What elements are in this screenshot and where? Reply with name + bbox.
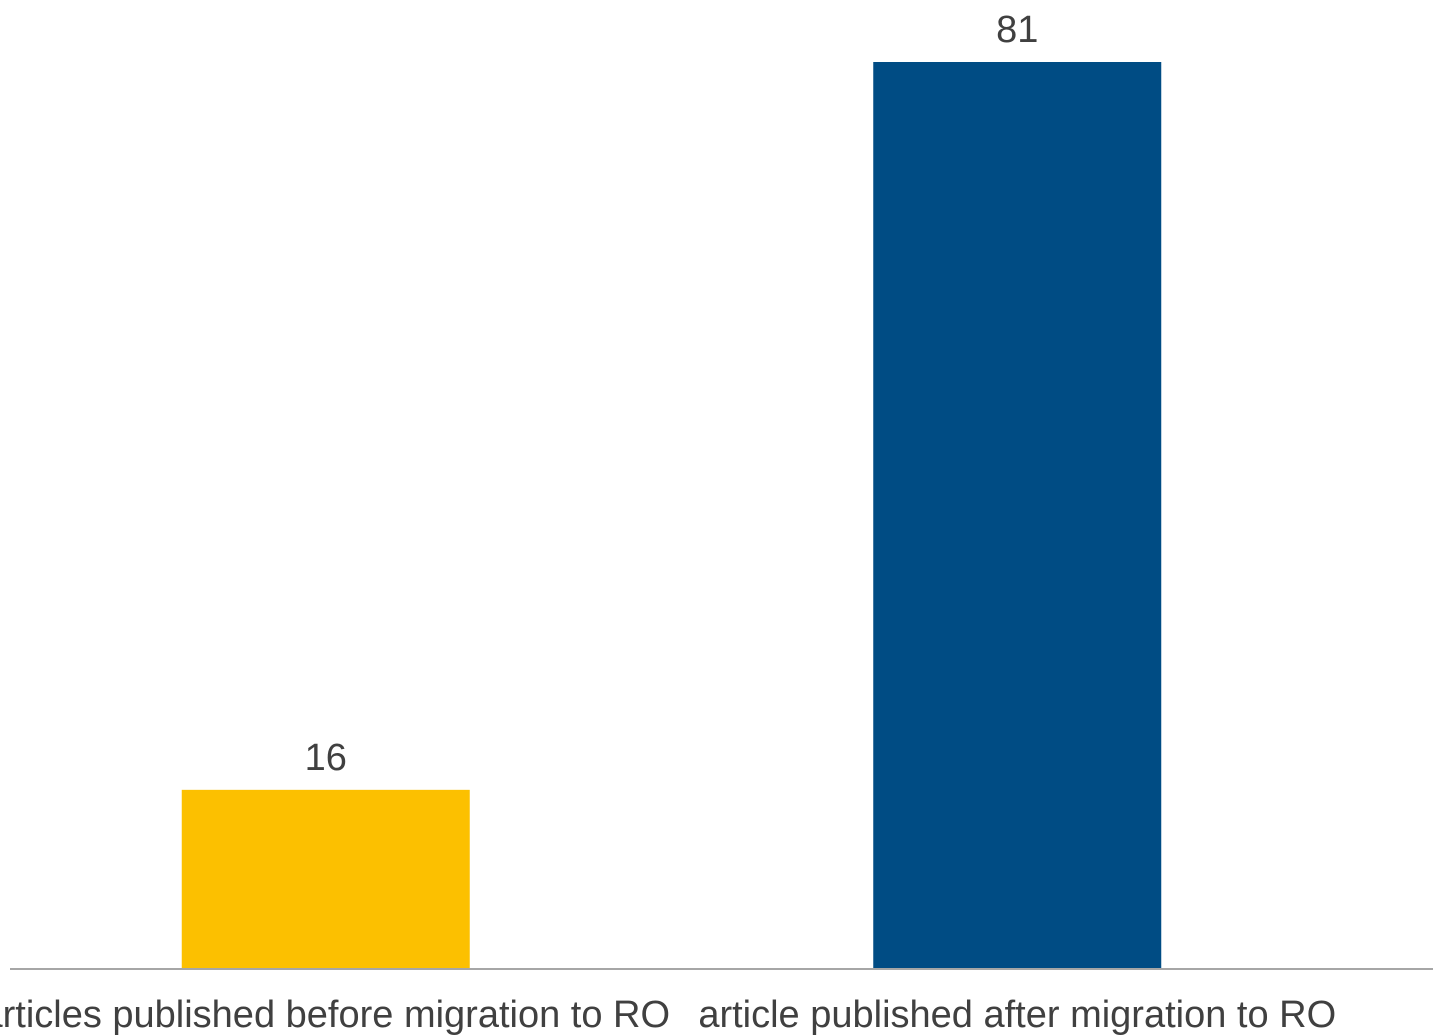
bars-group [181,62,1162,969]
x-tick-label-1: articles published before migration to R… [0,994,670,1035]
bar-2 [873,62,1162,969]
x-tick-labels-group: articles published before migration to R… [0,994,1336,1035]
data-label-1: 16 [305,737,347,779]
data-label-2: 81 [996,9,1038,51]
bar-1 [181,789,470,969]
x-tick-label-2: article published after migration to RO [698,994,1336,1035]
